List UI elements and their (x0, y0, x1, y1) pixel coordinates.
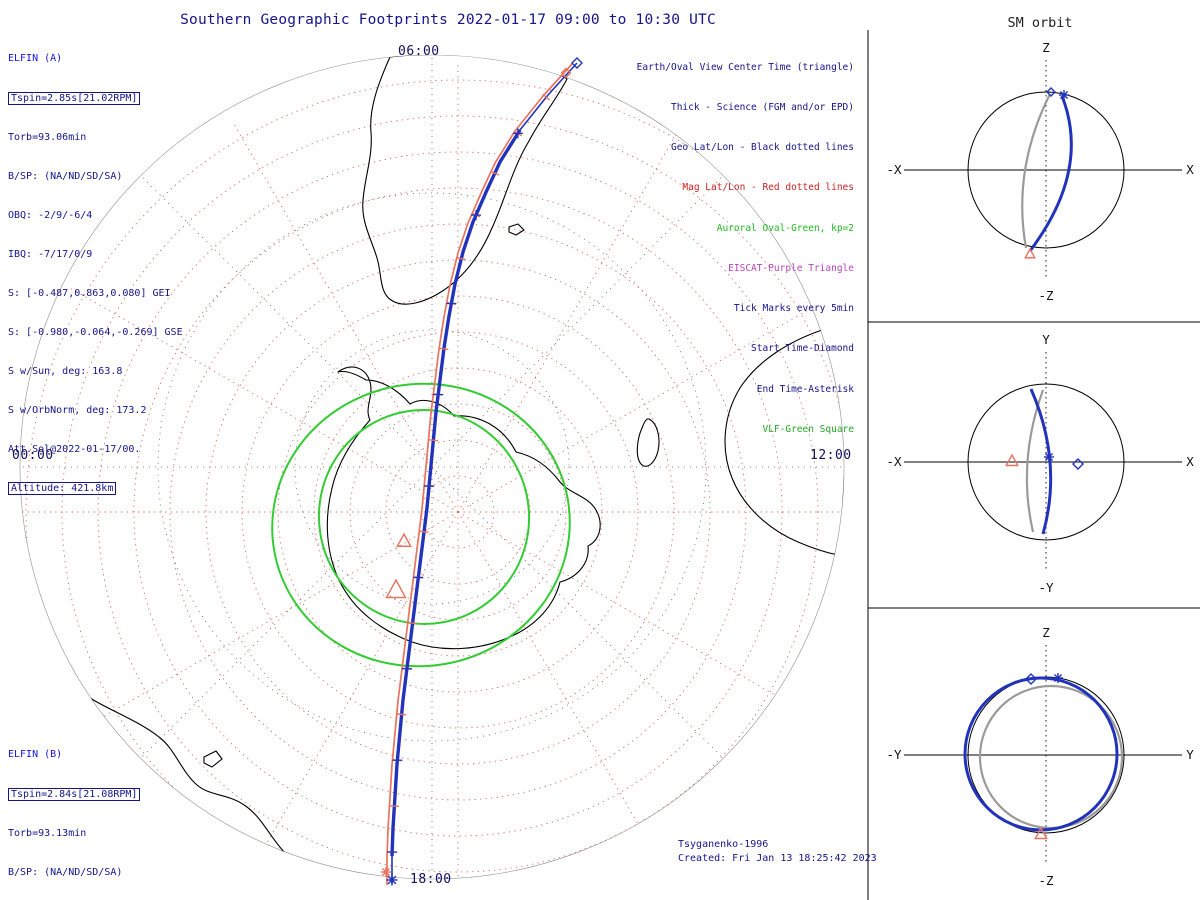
b-start-time-diamond (560, 67, 572, 79)
axis-label: X (1186, 162, 1194, 177)
end-time-asterisk (386, 874, 398, 886)
orbit-arc (1028, 95, 1073, 252)
model-label: Tsyganenko-1996 (678, 839, 769, 850)
info-line: Tspin=2.85s[21.02RPM] (8, 92, 141, 105)
view-center-triangle (396, 532, 412, 547)
legend-line: Mag Lat/Lon - Red dotted lines (682, 182, 854, 194)
axis-label: -Z (1038, 873, 1054, 888)
five-min-tick (428, 439, 438, 442)
orbit-arc (1021, 93, 1051, 249)
orbit-arc (1029, 388, 1053, 535)
info-line: B/SP: (NA/ND/SD/SA) (8, 867, 123, 878)
info-line: Torb=93.13min (8, 828, 87, 839)
axis-label: Z (1042, 40, 1050, 55)
axis-label: -Y (886, 747, 902, 762)
legend-line: Start Time-Diamond (751, 343, 854, 355)
axis-label: -Y (1038, 580, 1054, 595)
diamond-marker (1072, 458, 1084, 470)
sm-panel-1: Y -Y -X X (886, 332, 1194, 595)
sm-orbit-title: SM orbit (1007, 15, 1073, 31)
info-line: S: [-0.487,0.863,0.080] GEI (8, 288, 171, 299)
five-min-tick (408, 621, 418, 625)
elfin-b-info-block: ELFIN (B) Tspin=2.84s[21.08RPM] Torb=93.… (8, 722, 177, 900)
clock-label-0000: 00:00 (12, 448, 54, 463)
page-title: Southern Geographic Footprints 2022-01-1… (180, 12, 716, 28)
view-center-triangle (385, 578, 407, 599)
clock-label-1200: 12:00 (810, 448, 852, 463)
start-time-diamond (571, 57, 583, 69)
five-min-tick (419, 530, 429, 534)
asterisk-marker (1053, 673, 1063, 683)
five-min-tick (389, 805, 399, 808)
triangle-marker (1005, 453, 1019, 467)
footprint-tracks (381, 57, 583, 886)
legend-line: EISCAT-Purple Triangle (728, 262, 854, 274)
orbit-circle (963, 676, 1119, 832)
asterisk-marker (1059, 90, 1069, 100)
legend-line: End Time-Asterisk (756, 383, 854, 395)
b-end-time-asterisk (381, 867, 391, 877)
track-science-segment (390, 129, 522, 857)
axis-label: Y (1042, 332, 1050, 347)
axis-label: -X (886, 454, 902, 469)
legend-line: Tick Marks every 5min (733, 303, 854, 315)
earth-circle (967, 383, 1125, 541)
diamond-marker (1046, 87, 1056, 97)
info-line: S w/Sun, deg: 163.8 (8, 366, 123, 377)
sm-orbit-panels: Z -Z -X X Y -Y -X X Z -Z -Y Y (867, 30, 1200, 900)
five-min-tick (439, 347, 449, 351)
five-min-tick (542, 93, 551, 101)
map-horizon-circle (19, 54, 845, 880)
sm-panel-0: Z -Z -X X (886, 40, 1194, 303)
legend-line: Geo Lat/Lon - Black dotted lines (670, 142, 854, 154)
info-line: Att.Sol@2022-01-17/00. (8, 444, 141, 455)
clock-label-1800: 18:00 (410, 872, 452, 887)
legend-line: Earth/Oval View Center Time (triangle) (636, 61, 854, 73)
five-min-tick (456, 256, 466, 261)
asterisk-marker (1044, 452, 1054, 462)
map-layers (20, 55, 844, 879)
axis-label: -X (886, 162, 902, 177)
five-min-tick (490, 170, 500, 176)
info-line: S: [-0.980,-0.064,-0.269] GSE (8, 327, 183, 338)
five-min-tick (397, 713, 407, 716)
elfin-a-info-block: ELFIN (A) Tspin=2.85s[21.02RPM] Torb=93.… (8, 26, 183, 521)
info-line: B/SP: (NA/ND/SD/SA) (8, 171, 123, 182)
auroral-ovals (271, 382, 571, 668)
axis-label: Y (1186, 747, 1194, 762)
legend-line: Auroral Oval-Green, kp=2 (716, 222, 854, 234)
info-line: IBQ: -7/17/0/9 (8, 249, 93, 260)
triangle-marker (1034, 826, 1048, 840)
axis-label: Z (1042, 625, 1050, 640)
legend-line: Thick - Science (FGM and/or EPD) (670, 102, 854, 114)
elfin-b-label: ELFIN (B) (8, 749, 63, 760)
axis-label: X (1186, 454, 1194, 469)
created-label: Created: Fri Jan 13 18:25:42 2023 (678, 853, 877, 864)
legend: Earth/Oval View Center Time (triangle) T… (637, 34, 854, 463)
elfin-a-label: ELFIN (A) (8, 53, 63, 64)
sm-panel-2: Z -Z -Y Y (886, 625, 1194, 888)
clock-label-0600: 06:00 (398, 44, 440, 59)
geo-grid (20, 55, 844, 879)
info-line: Torb=93.06min (8, 132, 87, 143)
info-line: Altitude: 421.8km (8, 482, 117, 495)
info-line: Tspin=2.84s[21.08RPM] (8, 788, 141, 801)
diamond-marker (1025, 673, 1037, 685)
info-line: OBQ: -2/9/-6/4 (8, 210, 93, 221)
info-line: S w/OrbNorm, deg: 173.2 (8, 405, 147, 416)
triangle-marker (1024, 247, 1036, 259)
axis-label: -Z (1038, 288, 1054, 303)
earth-circle (967, 91, 1125, 249)
track-elfin-b (386, 63, 573, 885)
legend-line: VLF-Green Square (762, 423, 854, 435)
